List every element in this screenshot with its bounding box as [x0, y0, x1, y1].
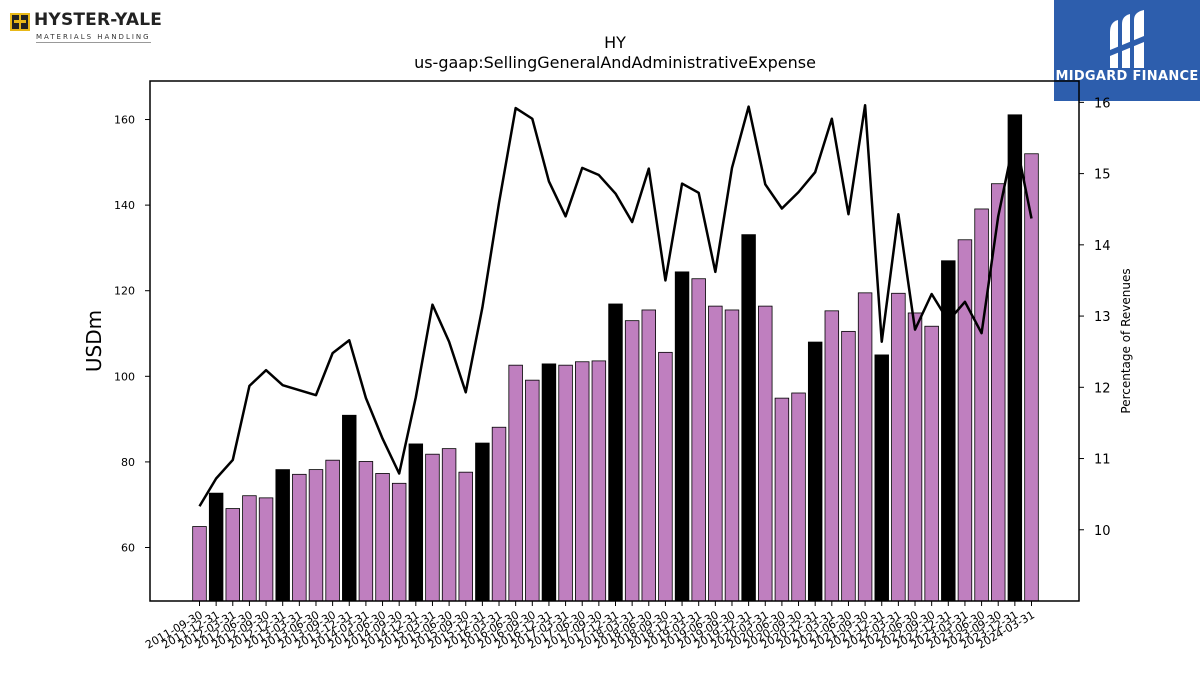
bar-2017-06-30 — [575, 361, 590, 602]
bar-2021-09-30 — [857, 292, 873, 602]
y2-tick-label: 11 — [1094, 453, 1111, 468]
bar-2019-09-30 — [724, 309, 740, 602]
bar-2011-12-31 — [208, 492, 224, 602]
bar-2012-09-30 — [258, 497, 274, 602]
plot-frame — [149, 80, 1080, 602]
pct-of-revenues-line — [198, 103, 1033, 507]
y-tick-label: 80 — [121, 456, 135, 469]
bar-2018-12-31 — [674, 271, 690, 602]
hyster-yale-mark-icon — [10, 13, 30, 31]
bar-2015-06-30 — [441, 448, 457, 602]
bar-2020-06-30 — [774, 397, 790, 602]
midgard-finance-name: MIDGARD FINANCE — [1055, 69, 1199, 84]
bar-2020-09-30 — [791, 392, 806, 602]
hyster-yale-logo: HYSTER-YALE MATERIALS HANDLING — [8, 8, 162, 46]
y-tick-label: 60 — [121, 542, 135, 555]
bar-2017-09-30 — [591, 360, 607, 602]
pct-line-series — [198, 103, 1033, 507]
bar-2015-12-31 — [475, 442, 490, 602]
y2-tick-label: 14 — [1094, 239, 1111, 254]
bar-2021-06-30 — [841, 330, 856, 602]
bar-2012-06-30 — [242, 495, 257, 602]
y2-tick-label: 16 — [1094, 96, 1111, 111]
y2-axis-label: Percentage of Revenues — [1119, 268, 1133, 413]
bar-2018-06-30 — [641, 309, 657, 602]
bar-2014-09-30 — [391, 482, 407, 602]
bar-2018-03-31 — [624, 320, 640, 602]
bar-2017-03-31 — [558, 364, 573, 602]
bar-2022-03-31 — [891, 292, 906, 602]
logo-subtitle: MATERIALS HANDLING — [36, 33, 151, 43]
bar-2019-03-31 — [691, 278, 706, 602]
chart-subtitle: us-gaap:SellingGeneralAndAdministrativeE… — [414, 53, 816, 72]
bar-2022-06-30 — [907, 312, 923, 602]
bar-2023-06-30 — [974, 208, 989, 602]
bar-2011-09-30 — [192, 526, 207, 602]
bar-2014-12-31 — [408, 443, 424, 602]
bar-2018-09-30 — [658, 351, 673, 602]
y-tick-label: 160 — [114, 114, 135, 127]
bar-2015-09-30 — [458, 471, 473, 602]
bar-2014-06-30 — [375, 473, 390, 602]
y-axis-right: 10 11 12 13 14 15 16 — [1079, 96, 1111, 539]
bar-2021-03-31 — [824, 310, 840, 602]
bar-2012-12-31 — [275, 469, 290, 602]
bar-2012-03-31 — [225, 508, 241, 602]
bar-2013-09-30 — [325, 459, 340, 602]
y-tick-label: 100 — [114, 370, 135, 383]
bar-2017-12-31 — [608, 303, 623, 602]
y-tick-label: 120 — [114, 285, 135, 298]
y2-tick-label: 12 — [1094, 381, 1111, 396]
bar-2013-06-30 — [308, 469, 324, 602]
bar-2023-12-31 — [1007, 114, 1023, 602]
bar-2016-03-31 — [491, 426, 507, 602]
bar-2015-03-31 — [425, 453, 440, 602]
bar-2019-06-30 — [708, 305, 723, 602]
bar-2022-09-30 — [924, 325, 939, 602]
y2-tick-label: 13 — [1094, 310, 1111, 325]
y-axis-label: USDm — [82, 310, 106, 372]
bar-2016-06-30 — [508, 364, 523, 602]
bar-2016-09-30 — [525, 379, 540, 602]
bar-2021-12-31 — [874, 354, 889, 602]
bar-2020-03-31 — [758, 305, 773, 602]
bar-2016-12-31 — [541, 363, 557, 602]
bar-2019-12-31 — [741, 234, 756, 602]
y-tick-label: 140 — [114, 199, 135, 212]
bar-2020-12-31 — [807, 341, 823, 602]
logo-name: HYSTER-YALE — [34, 10, 163, 30]
midgard-mark-icon — [1110, 10, 1144, 68]
y2-tick-label: 10 — [1094, 524, 1111, 539]
bar-2024-03-31 — [1024, 153, 1039, 602]
x-axis: 2011-09-302011-12-312012-03-312012-06-30… — [143, 601, 1037, 652]
bar-2014-03-31 — [358, 461, 374, 602]
y-axis-left: 60 80 100 120 140 160 — [114, 114, 150, 555]
bar-series — [192, 114, 1039, 602]
y2-tick-label: 15 — [1094, 168, 1111, 183]
chart-title: HY — [604, 33, 626, 52]
bar-2013-12-31 — [342, 414, 357, 602]
bar-2013-03-31 — [292, 473, 307, 602]
bar-2023-03-31 — [957, 239, 973, 602]
